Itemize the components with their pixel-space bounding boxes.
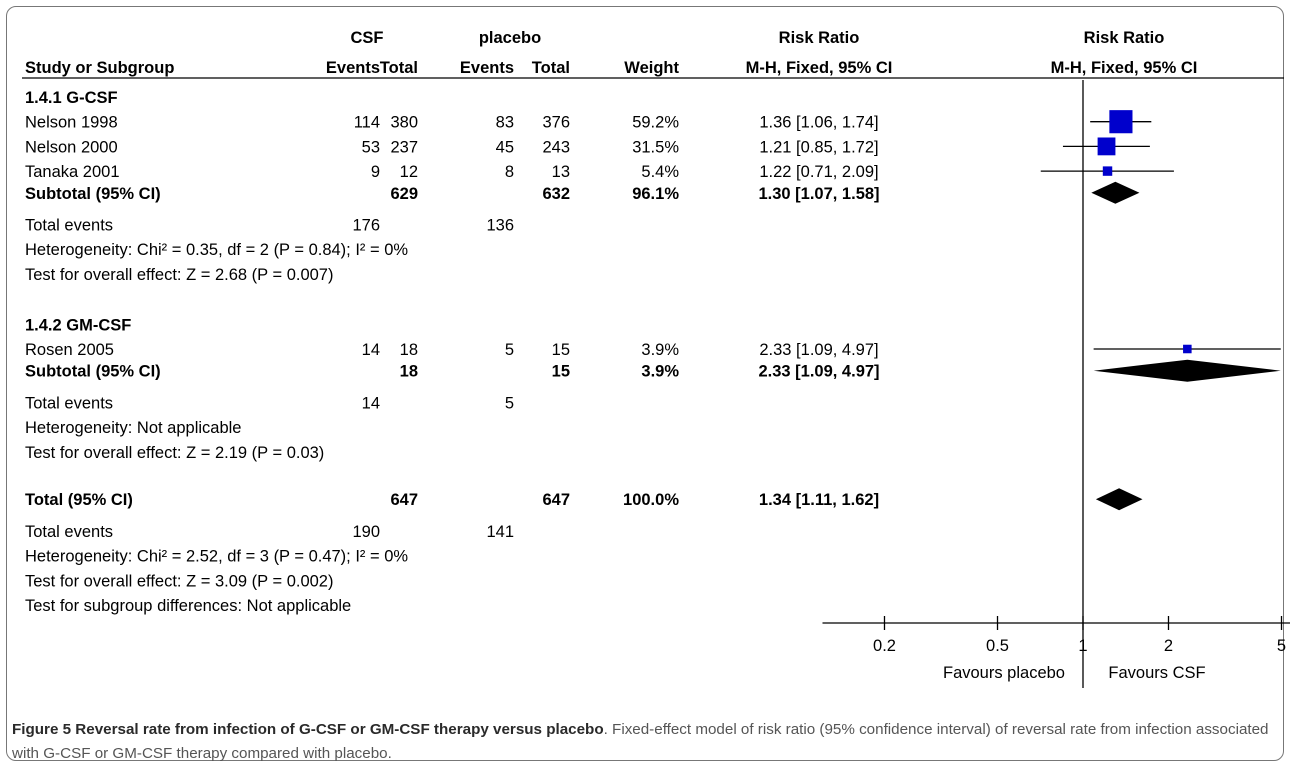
header-rr-sub: M-H, Fixed, 95% CI (746, 59, 893, 77)
subgroup-2-study-1-weight: 3.9% (641, 341, 679, 359)
caption-title: Figure 5 Reversal rate from infection of… (12, 721, 604, 738)
subgroup-1-study-3-weight: 5.4% (641, 163, 679, 181)
subgroup-2-total-events-2: 5 (505, 394, 514, 412)
subgroup-2-study-1-events-1: 14 (362, 341, 380, 359)
subgroup-1-study-2-total-2: 243 (542, 138, 570, 156)
subgroup-1-heterogeneity: Heterogeneity: Chi² = 0.35, df = 2 (P = … (25, 241, 408, 259)
total-weight: 100.0% (623, 491, 679, 509)
subgroup-2-subtotal-ci: 2.33 [1.09, 4.97] (758, 363, 879, 381)
header-rr-title: Risk Ratio (779, 29, 860, 47)
total-label: Total (95% CI) (25, 491, 133, 509)
subgroup-1-total-events-1: 176 (352, 217, 380, 235)
subgroup-2-subtotal-diamond (1093, 359, 1281, 382)
subgroup-1-overall-effect: Test for overall effect: Z = 2.68 (P = 0… (25, 266, 333, 284)
total-events-2: 141 (486, 523, 514, 541)
subgroup-1-subtotal-total-1: 629 (390, 185, 418, 203)
header-events-1: Events (326, 59, 380, 77)
subgroup-2-overall-effect: Test for overall effect: Z = 2.19 (P = 0… (25, 444, 324, 462)
subgroup-1-subtotal-weight: 96.1% (632, 185, 679, 203)
total-total-1: 647 (390, 491, 418, 509)
total-diamond (1095, 488, 1143, 511)
figure-border (6, 6, 1284, 761)
subgroup-1-total-events-label: Total events (25, 217, 113, 235)
header-plot-title: Risk Ratio (1084, 29, 1165, 47)
subgroup-1-study-2-weight-square (1097, 137, 1116, 156)
subgroup-1-study-1-ci: 1.36 [1.06, 1.74] (759, 114, 878, 132)
header-weight: Weight (624, 59, 679, 77)
subgroup-1-study-2-name: Nelson 2000 (25, 138, 118, 156)
total-events-1: 190 (352, 523, 380, 541)
subgroup-2-study-1-ci: 2.33 [1.09, 4.97] (759, 341, 878, 359)
subgroup-1-study-1-weight-square (1109, 110, 1133, 134)
subgroup-1-study-1-total-2: 376 (542, 114, 570, 132)
header-total-1: Total (380, 59, 418, 77)
subgroup-2-subtotal-total-2: 15 (552, 363, 570, 381)
subgroup-1-study-3-total-2: 13 (552, 163, 570, 181)
subgroup-1-study-3-events-1: 9 (371, 163, 380, 181)
subgroup-1-subtotal-ci: 1.30 [1.07, 1.58] (758, 185, 879, 203)
subgroup-1-study-2-weight: 31.5% (632, 138, 679, 156)
subgroup-2-total-events-label: Total events (25, 394, 113, 412)
subgroup-1-study-1-events-1: 114 (354, 114, 380, 132)
subgroup-2-study-1-total-1: 18 (400, 341, 418, 359)
header-events-2: Events (460, 59, 514, 77)
subgroup-2-study-1-weight-square (1183, 344, 1192, 354)
x-tick-label-1: 0.2 (873, 637, 896, 655)
subgroup-1-study-2-ci: 1.21 [0.85, 1.72] (759, 138, 878, 156)
header-plot-sub: M-H, Fixed, 95% CI (1051, 59, 1198, 77)
subgroup-1-subtotal-diamond (1091, 181, 1140, 204)
favours-right-label: Favours CSF (1108, 664, 1205, 682)
subgroup-2-total-events-1: 14 (362, 394, 380, 412)
subgroup-1-study-2-events-1: 53 (362, 138, 380, 156)
header-group2: placebo (479, 29, 541, 47)
total-ci: 1.34 [1.11, 1.62] (759, 491, 879, 509)
subgroup-2-subtotal-label: Subtotal (95% CI) (25, 363, 161, 381)
x-tick-label-3: 1 (1078, 637, 1087, 655)
total-overall-effect: Test for overall effect: Z = 3.09 (P = 0… (25, 572, 333, 590)
total-total-2: 647 (542, 491, 570, 509)
figure-caption: Figure 5 Reversal rate from infection of… (12, 718, 1280, 766)
x-tick-label-4: 2 (1164, 637, 1173, 655)
total-events-label: Total events (25, 523, 113, 541)
subgroup-1-study-2-total-1: 237 (390, 138, 418, 156)
favours-left-label: Favours placebo (943, 664, 1065, 682)
subgroup-1-study-1-events-2: 83 (496, 114, 514, 132)
forest-plot: CSF placebo Risk Ratio Risk Ratio Study or S… (22, 29, 1290, 688)
subgroup-2-study-1-name: Rosen 2005 (25, 341, 114, 359)
subgroup-2-study-1-total-2: 15 (552, 341, 570, 359)
subgroup-1-subtotal-label: Subtotal (95% CI) (25, 185, 161, 203)
subgroup-1-total-events-2: 136 (486, 217, 514, 235)
subgroup-1-study-1-weight: 59.2% (632, 114, 679, 132)
header-group1: CSF (351, 29, 384, 47)
caption-text: . Fixed-effect model of risk ratio (95% … (12, 721, 1269, 762)
header-total-2: Total (532, 59, 570, 77)
subgroup-differences: Test for subgroup differences: Not appli… (25, 597, 351, 615)
subgroup-2-subtotal-total-1: 18 (400, 363, 418, 381)
subgroup-1-study-3-total-1: 12 (400, 163, 418, 181)
total-heterogeneity: Heterogeneity: Chi² = 2.52, df = 3 (P = … (25, 548, 408, 566)
subgroup-1-label: 1.4.1 G-CSF (25, 89, 118, 107)
x-tick-label-5: 5 (1277, 637, 1286, 655)
header-study: Study or Subgroup (25, 59, 174, 77)
subgroup-1-study-3-events-2: 8 (505, 163, 514, 181)
subgroup-1-subtotal-total-2: 632 (542, 185, 570, 203)
subgroup-2-heterogeneity: Heterogeneity: Not applicable (25, 419, 241, 437)
subgroup-1-study-3-name: Tanaka 2001 (25, 163, 120, 181)
subgroup-1-study-3-weight-square (1102, 166, 1113, 176)
subgroup-2-label: 1.4.2 GM-CSF (25, 316, 131, 334)
subgroup-2-subtotal-weight: 3.9% (641, 363, 679, 381)
subgroup-1-study-1-name: Nelson 1998 (25, 114, 118, 132)
x-tick-label-2: 0.5 (986, 637, 1009, 655)
subgroup-1-study-2-events-2: 45 (496, 138, 514, 156)
subgroup-1-study-1-total-1: 380 (390, 114, 418, 132)
subgroup-1-study-3-ci: 1.22 [0.71, 2.09] (759, 163, 878, 181)
subgroup-2-study-1-events-2: 5 (505, 341, 514, 359)
